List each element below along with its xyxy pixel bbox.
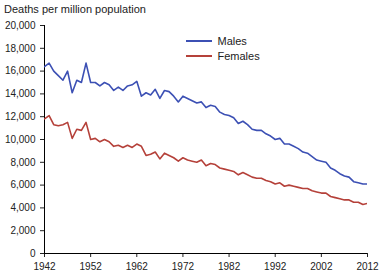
svg-text:18,000: 18,000	[5, 43, 36, 54]
html-text:Deaths per million population: Deaths per million population	[4, 3, 146, 15]
svg-text:10,000: 10,000	[5, 134, 36, 145]
svg-text:1962: 1962	[126, 261, 149, 272]
svg-text:12,000: 12,000	[5, 111, 36, 122]
svg-text:16,000: 16,000	[5, 65, 36, 76]
svg-text:1942: 1942	[33, 261, 56, 272]
svg-text:14,000: 14,000	[5, 88, 36, 99]
svg-text:2012: 2012	[356, 261, 379, 272]
svg-text:20,000: 20,000	[5, 20, 36, 31]
svg-text:4,000: 4,000	[10, 202, 35, 213]
svg-text:6,000: 6,000	[10, 179, 35, 190]
svg-text:1952: 1952	[80, 261, 103, 272]
svg-text:1972: 1972	[172, 261, 195, 272]
svg-text:2002: 2002	[310, 261, 333, 272]
svg-text:1992: 1992	[264, 261, 287, 272]
svg-text:1982: 1982	[218, 261, 241, 272]
svg-text:8,000: 8,000	[10, 157, 35, 168]
html-text:Males: Males	[217, 34, 247, 47]
html-text:Females: Females	[217, 49, 260, 62]
svg-text:0: 0	[30, 248, 36, 259]
svg-text:2,000: 2,000	[10, 225, 35, 236]
